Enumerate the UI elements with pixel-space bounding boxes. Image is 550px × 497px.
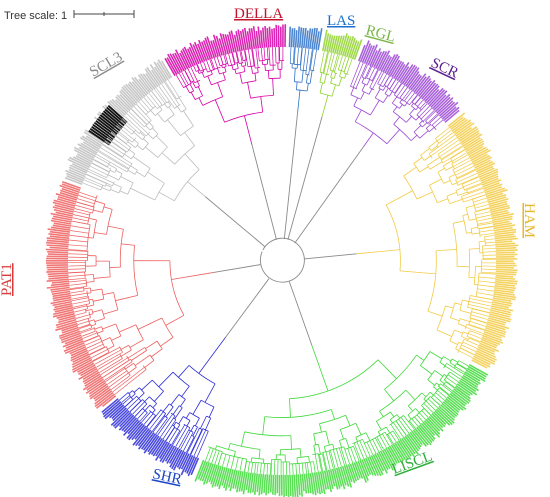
branches-della bbox=[175, 47, 285, 240]
clade-label-shr: SHR bbox=[151, 466, 183, 488]
leaf-ring-rgl bbox=[322, 29, 363, 60]
clade-label-scr: SCR bbox=[428, 55, 460, 81]
clade-label-rgl: RGL bbox=[364, 22, 397, 45]
clade-label-scl3: SCL3 bbox=[87, 49, 125, 80]
tree-branches bbox=[67, 47, 496, 475]
branches-ham bbox=[303, 127, 496, 359]
branches-rgl bbox=[287, 51, 353, 240]
branches-las bbox=[283, 47, 317, 240]
clade-label-ham: HAM bbox=[521, 203, 537, 238]
leaf-ring-scr bbox=[357, 40, 460, 123]
clade-label-las: LAS bbox=[327, 13, 355, 29]
branches-pat1 bbox=[67, 191, 261, 395]
leaf-ring-liscl bbox=[194, 364, 489, 497]
tree-scale-label: Tree scale: 1 bbox=[4, 10, 67, 22]
tree-scale: Tree scale: 1 bbox=[4, 10, 135, 22]
branches-scr bbox=[294, 61, 444, 244]
branches-scl3 bbox=[82, 79, 266, 248]
leaf-ring-scl3 bbox=[64, 59, 173, 186]
clade-label-della: DELLA bbox=[234, 6, 283, 22]
tree-root-area bbox=[259, 237, 305, 283]
leaf-ring-della bbox=[164, 24, 287, 77]
leaf-ring-ham bbox=[447, 112, 519, 369]
leaf-ring-pat1 bbox=[45, 180, 117, 409]
clade-label-pat1: PAT1 bbox=[0, 263, 15, 296]
branches-shr bbox=[119, 278, 270, 458]
branches-liscl bbox=[205, 281, 469, 475]
leaf-ring-las bbox=[288, 26, 323, 51]
clade-rings bbox=[45, 24, 519, 497]
leaf-ring-shr bbox=[101, 398, 200, 477]
